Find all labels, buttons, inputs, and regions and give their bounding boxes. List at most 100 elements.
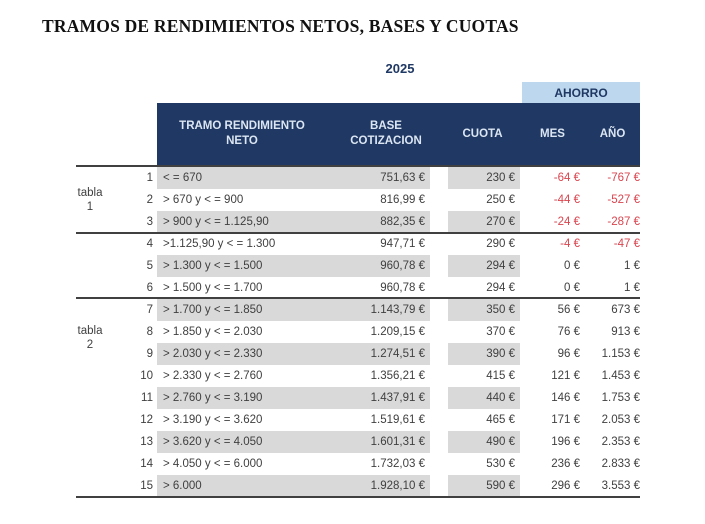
cell-ano: 1 € <box>624 260 640 272</box>
cell-ano: 3.553 € <box>601 480 640 492</box>
cell-mes: -24 € <box>553 216 580 228</box>
cell-gap <box>430 431 448 453</box>
cell-tramo: > 1.850 y < = 2.030 <box>163 326 263 338</box>
cell-gap <box>430 167 448 189</box>
column-header-tramo: TRAMO RENDIMIENTO NETO <box>157 103 327 165</box>
table-body: 1 < = 670 751,63 € 230 € -64 € -767 € 2 > 670 y… <box>140 167 640 497</box>
cell-base: 1.928,10 € <box>370 480 425 492</box>
cell-row-number: 4 <box>146 238 153 250</box>
cell-base: 947,71 € <box>380 238 425 250</box>
separator-line-after-row-3 <box>76 232 640 234</box>
cell-tramo: > 2.760 y < = 3.190 <box>163 392 263 404</box>
cell-tramo-base: > 900 y < = 1.125,90 882,35 € <box>157 211 430 233</box>
cell-ano: 673 € <box>611 304 640 316</box>
column-header-mes: MES <box>540 127 565 140</box>
table-header-row: TRAMO RENDIMIENTO NETO BASE COTIZACION C… <box>157 103 640 165</box>
cell-row-number: 14 <box>140 458 153 470</box>
cell-gap <box>430 321 448 343</box>
cell-cuota: 250 € <box>486 194 515 206</box>
cell-ano: 1.753 € <box>601 392 640 404</box>
cell-cuota: 290 € <box>486 238 515 250</box>
cell-base: 1.519,61 € <box>370 414 425 426</box>
cell-ano: -287 € <box>607 216 640 228</box>
cell-base: 1.601,31 € <box>370 436 425 448</box>
cell-cuota: 230 € <box>448 167 520 189</box>
cell-ano: 1.153 € <box>601 348 640 360</box>
cell-gap <box>430 255 448 277</box>
cell-mes: 171 € <box>551 414 580 426</box>
cell-base: 1.356,21 € <box>370 370 425 382</box>
cell-tramo: > 1.700 y < = 1.850 <box>163 304 263 316</box>
cell-ano: 2.353 € <box>601 436 640 448</box>
cell-gap <box>430 299 448 321</box>
cell-base: 1.437,91 € <box>370 392 425 404</box>
cell-row-number: 11 <box>141 392 153 404</box>
cell-tramo-base: > 3.620 y < = 4.050 1.601,31 € <box>157 431 430 453</box>
table-row: 1 < = 670 751,63 € 230 € -64 € -767 € <box>140 167 640 189</box>
cell-tramo-base: > 3.190 y < = 3.620 1.519,61 € <box>157 409 430 431</box>
cell-row-number: 2 <box>146 194 153 206</box>
ahorro-banner-label: AHORRO <box>554 85 608 100</box>
table-row: 4 >1.125,90 y < = 1.300 947,71 € 290 € -4 € -… <box>140 233 640 255</box>
table-row: 12 > 3.190 y < = 3.620 1.519,61 € 465 € 171 … <box>140 409 640 431</box>
table-row: 6 > 1.500 y < = 1.700 960,78 € 294 € 0 € 1 € <box>140 277 640 299</box>
column-header-tramo-line2: NETO <box>226 135 258 147</box>
cell-cuota: 294 € <box>448 255 520 277</box>
cell-tramo: > 900 y < = 1.125,90 <box>163 216 269 228</box>
cell-cuota: 440 € <box>448 387 520 409</box>
cell-base: 1.143,79 € <box>370 304 425 316</box>
cell-mes: 96 € <box>557 348 580 360</box>
cell-gap <box>430 475 448 497</box>
cell-cuota: 390 € <box>448 343 520 365</box>
cell-gap <box>430 387 448 409</box>
cell-base: 816,99 € <box>380 194 425 206</box>
cell-tramo: >1.125,90 y < = 1.300 <box>163 238 276 250</box>
cell-mes: 56 € <box>557 304 580 316</box>
cell-cuota: 530 € <box>486 458 515 470</box>
separator-line-top <box>76 165 640 167</box>
cell-gap <box>430 189 448 211</box>
cell-tramo-base: > 4.050 y < = 6.000 1.732,03 € <box>157 453 430 475</box>
cell-row-number: 5 <box>146 260 153 272</box>
cell-row-number: 7 <box>146 304 153 316</box>
cell-ano: 2.833 € <box>601 458 640 470</box>
cell-cuota: 270 € <box>448 211 520 233</box>
cell-gap <box>430 365 448 387</box>
cell-tramo-base: > 6.000 1.928,10 € <box>157 475 430 497</box>
cell-tramo: > 2.330 y < = 2.760 <box>163 370 263 382</box>
cell-cuota: 465 € <box>486 414 515 426</box>
cell-tramo-base: >1.125,90 y < = 1.300 947,71 € <box>157 233 430 255</box>
cell-base: 960,78 € <box>380 282 425 294</box>
cell-tramo: > 1.500 y < = 1.700 <box>163 282 263 294</box>
cell-base: 1.732,03 € <box>370 458 425 470</box>
cell-tramo: > 670 y < = 900 <box>163 194 244 206</box>
cell-cuota: 490 € <box>448 431 520 453</box>
cell-tramo: > 1.300 y < = 1.500 <box>163 260 263 272</box>
cell-tramo-base: < = 670 751,63 € <box>157 167 430 189</box>
table-row: 10 > 2.330 y < = 2.760 1.356,21 € 415 € 121 … <box>140 365 640 387</box>
separator-line-after-row-6 <box>76 297 640 299</box>
cell-tramo-base: > 2.760 y < = 3.190 1.437,91 € <box>157 387 430 409</box>
cell-cuota: 350 € <box>448 299 520 321</box>
group-label-tabla-2: tabla 2 <box>77 325 103 351</box>
cell-mes: 196 € <box>551 436 580 448</box>
cell-row-number: 6 <box>146 282 153 294</box>
cell-ano: 1 € <box>624 282 640 294</box>
cell-tramo: > 6.000 <box>163 480 202 492</box>
cell-tramo: > 2.030 y < = 2.330 <box>163 348 263 360</box>
cell-base: 1.274,51 € <box>370 348 425 360</box>
cell-tramo-base: > 1.700 y < = 1.850 1.143,79 € <box>157 299 430 321</box>
cell-mes: 0 € <box>564 282 580 294</box>
column-header-ano: AÑO <box>599 127 626 140</box>
cell-row-number: 13 <box>140 436 153 448</box>
cell-base: 960,78 € <box>380 260 425 272</box>
cell-row-number: 12 <box>140 414 153 426</box>
cell-tramo: > 3.620 y < = 4.050 <box>163 436 263 448</box>
table-row: 5 > 1.300 y < = 1.500 960,78 € 294 € 0 € 1 € <box>140 255 640 277</box>
cell-mes: 296 € <box>551 480 580 492</box>
table-row: 7 > 1.700 y < = 1.850 1.143,79 € 350 € 56 € 6… <box>140 299 640 321</box>
table-row: 9 > 2.030 y < = 2.330 1.274,51 € 390 € 96 € 1… <box>140 343 640 365</box>
cell-gap <box>430 453 448 475</box>
cell-base: 751,63 € <box>380 172 425 184</box>
table-row: 3 > 900 y < = 1.125,90 882,35 € 270 € -24 € -… <box>140 211 640 233</box>
